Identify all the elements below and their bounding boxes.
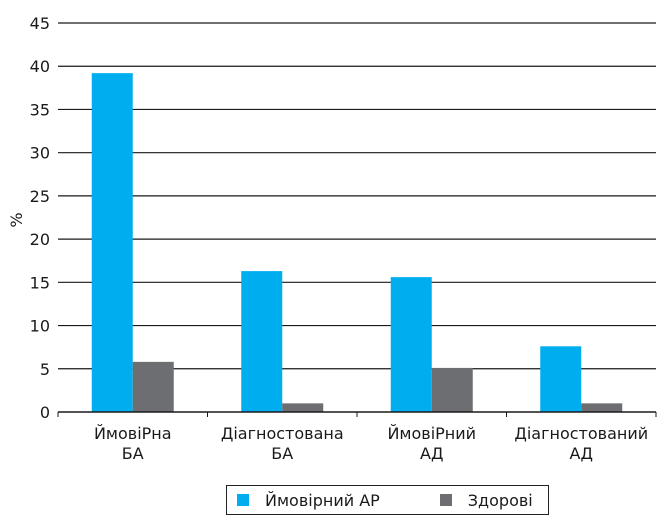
y-tick-label: 45 [30,14,50,33]
bar-series-1 [540,346,582,412]
legend-swatch-series-1 [237,494,249,506]
legend: Ймовірний АР Здорові [226,485,549,515]
bar-series-1 [91,73,133,412]
y-tick-label: 10 [30,317,50,336]
x-tick-label: Діагностована БА [221,424,344,463]
x-tick-label: ЙмовіРний АД [387,424,476,463]
bar-series-2 [282,403,324,412]
y-tick-label: 15 [30,273,50,292]
legend-swatch-series-2 [439,494,452,506]
legend-label-series-2: Здорові [467,490,533,510]
axes: 0 5 10 15 20 25 30 35 40 45 ЙмовіРна БА Діагностован… [30,14,657,463]
bar-series-1 [241,271,283,412]
x-tick-label: ЙмовіРна БА [94,424,172,463]
y-tick-label: 30 [30,144,50,163]
legend-item-series-2: Здорові [439,490,533,510]
bar-series-2 [581,403,623,412]
bar-series-2 [431,367,473,412]
legend-label-series-1: Ймовірний АР [265,490,380,510]
y-tick-label: 0 [40,403,50,422]
gridlines [58,22,656,370]
y-tick-label: 5 [40,360,50,379]
bar-series-1 [390,277,432,412]
y-tick-label: 40 [30,57,50,76]
bars [91,73,623,412]
bar-series-2 [132,361,174,412]
x-tick-label: Діагностований АД [514,424,648,463]
y-tick-label: 25 [30,187,50,206]
y-tick-label: 20 [30,230,50,249]
y-axis-label: % [7,212,26,227]
legend-item-series-1: Ймовірний АР [237,491,380,510]
y-tick-label: 35 [30,100,50,119]
